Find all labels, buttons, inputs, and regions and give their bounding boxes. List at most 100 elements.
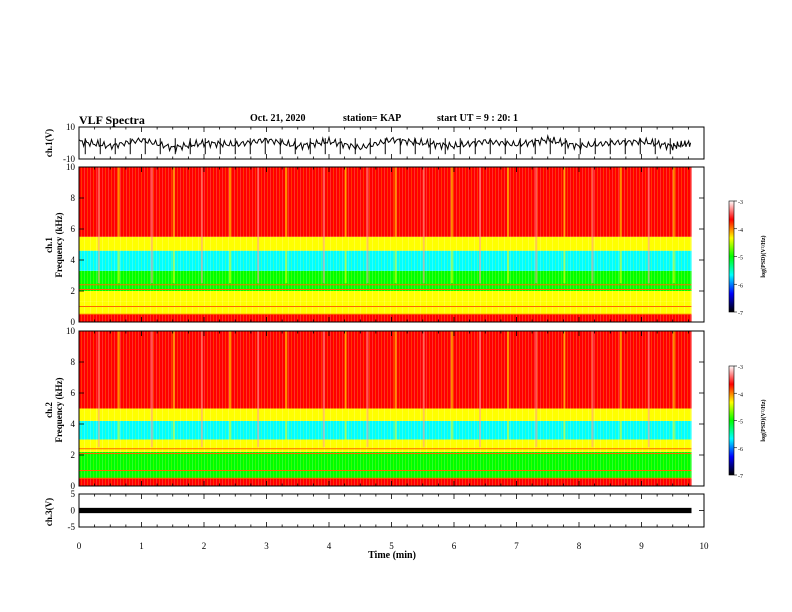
emission-burst (285, 331, 288, 448)
x-axis-label: Time (min) (368, 550, 416, 561)
y-tick-label: 0 (71, 506, 76, 516)
emission-burst (117, 167, 120, 284)
colorbar-tick-label: -3 (738, 365, 743, 371)
ch1-label-line: ch.1 (44, 237, 54, 253)
colorbar-tick-label: -6 (738, 447, 743, 453)
emission-burst (422, 167, 425, 284)
colorbar-tick-label: -5 (738, 420, 743, 426)
x-tick-label: 0 (77, 541, 82, 551)
ch1-frequency-ylabel: Frequency (kHz) (54, 212, 64, 277)
colorbar-scale (728, 200, 735, 313)
y-tick-label: 6 (71, 388, 76, 398)
colorbar-tick-label: -4 (738, 228, 743, 234)
colorbar-tick-label: -4 (738, 392, 743, 398)
x-tick-label: 3 (264, 541, 269, 551)
colorbar-ch2: -3 -4 -5 -6 -7 log(PSD)(V²/Hz) (728, 365, 767, 480)
emission-burst (450, 331, 453, 448)
x-tick-label: 5 (389, 541, 394, 551)
colorbar-tick-label: -7 (738, 474, 743, 480)
emission-burst (200, 331, 203, 448)
emission-burst (344, 167, 347, 284)
emission-burst (619, 331, 622, 448)
emission-burst (229, 331, 231, 448)
y-tick-label: 10 (66, 122, 76, 132)
y-tick-label: 5 (71, 489, 76, 499)
emission-burst (150, 167, 153, 284)
emission-burst (619, 167, 622, 284)
emission-burst (591, 167, 594, 284)
emission-burst (172, 167, 175, 284)
empty-region (691, 331, 704, 486)
emission-burst (450, 167, 453, 284)
emission-burst (97, 331, 100, 448)
x-tick-label: 8 (577, 541, 582, 551)
colorbar-tick-label: -6 (738, 283, 743, 289)
colorbar-tick-label: -3 (738, 200, 743, 206)
emission-burst (507, 331, 510, 448)
x-tick-label: 7 (514, 541, 519, 551)
emission-burst (672, 331, 675, 448)
spectrogram-texture (79, 331, 692, 486)
y-tick-label: 8 (71, 357, 76, 367)
emission-burst (479, 331, 481, 448)
emission-burst (535, 331, 538, 448)
x-tick-label: 6 (452, 541, 457, 551)
emission-burst (394, 331, 397, 448)
start-time-label: start UT = 9 : 20: 1 (437, 113, 519, 124)
emission-burst (117, 331, 120, 448)
y-tick-label: -10 (63, 154, 75, 164)
ch3-waveform-ylabel: ch.3(V) (44, 498, 54, 526)
y-tick-label: 4 (71, 255, 76, 265)
emission-burst (672, 167, 675, 284)
colorbar-scale (728, 365, 735, 476)
date-label: Oct. 21, 2020 (250, 113, 306, 124)
ch1-spectrogram-ylabel: ch.1 (44, 237, 54, 253)
emission-burst (257, 167, 260, 284)
emission-burst (507, 167, 510, 284)
colorbar-tick-label: -7 (738, 311, 743, 317)
y-tick-label: 10 (66, 162, 76, 172)
emission-burst (647, 167, 650, 284)
emission-burst (366, 331, 369, 448)
spectrogram-texture (79, 167, 692, 322)
x-tick-label: 2 (202, 541, 207, 551)
y-tick-label: 0 (71, 317, 76, 327)
emission-burst (97, 167, 100, 284)
y-tick-label: 6 (71, 224, 76, 234)
emission-burst (647, 331, 650, 448)
emission-burst (422, 331, 425, 448)
emission-burst (229, 167, 231, 284)
ch3-waveform-line (79, 507, 692, 514)
y-tick-label: 0 (71, 481, 76, 491)
emission-burst (563, 331, 566, 448)
y-tick-label: 8 (71, 193, 76, 203)
emission-burst (285, 167, 288, 284)
y-tick-label: 10 (66, 326, 76, 336)
colorbar-label: log(PSD)(V²/Hz) (760, 399, 767, 441)
ch2-spectrogram-ylabel: ch.2 (44, 402, 54, 418)
x-tick-label: 9 (639, 541, 644, 551)
emission-burst (322, 331, 325, 448)
emission-burst (394, 167, 397, 284)
emission-burst (150, 331, 153, 448)
x-tick-label: 4 (327, 541, 332, 551)
emission-burst (344, 331, 347, 448)
station-label: station= KAP (343, 113, 402, 124)
emission-burst (535, 167, 538, 284)
y-tick-label: 2 (71, 450, 76, 460)
empty-region (691, 167, 704, 322)
emission-burst (322, 167, 325, 284)
x-tick-label: 10 (700, 541, 710, 551)
emission-burst (366, 167, 369, 284)
colorbar-tick-label: -5 (738, 256, 743, 262)
ch2-frequency-ylabel: Frequency (kHz) (54, 377, 64, 442)
ch1-waveform-ylabel: ch.1(V) (44, 129, 54, 157)
emission-burst (591, 331, 594, 448)
emission-burst (563, 167, 566, 284)
x-tick-label: 1 (139, 541, 144, 551)
y-tick-label: -5 (68, 522, 76, 532)
ch1-waveform-line (78, 134, 692, 154)
chart-title: VLF Spectra (79, 113, 145, 127)
y-tick-label: 2 (71, 286, 76, 296)
